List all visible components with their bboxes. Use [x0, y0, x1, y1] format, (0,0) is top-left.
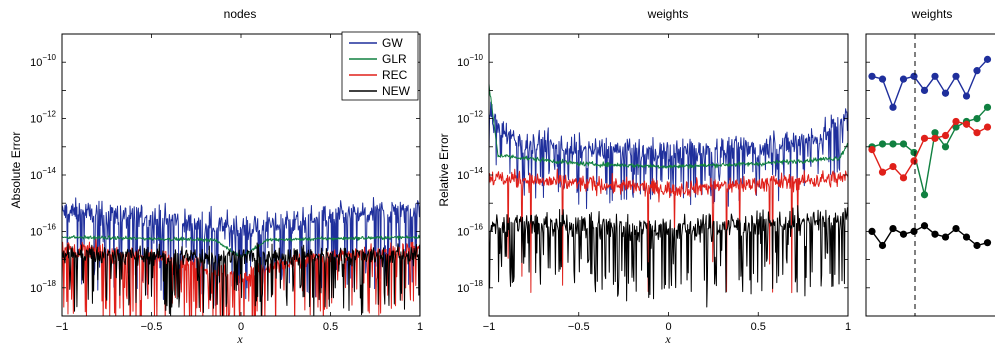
zoom-point-new [983, 239, 992, 247]
zoom-point-rec [899, 174, 908, 182]
zoom-point-rec [983, 123, 992, 131]
nodes-ytick-label: 10−12 [30, 110, 56, 126]
weights-zoom-panel: weights [865, 7, 995, 317]
weights-ylabel: Relative Error [437, 133, 451, 206]
weights-zoom-plot-area [866, 33, 992, 317]
weights-ytick-label: 10−10 [457, 53, 483, 69]
weights-title: weights [647, 7, 689, 21]
weights-series-rec [489, 168, 848, 294]
zoom-point-gw [941, 89, 950, 97]
weights-series-new [489, 205, 848, 308]
zoom-point-rec [889, 162, 897, 171]
nodes-title: nodes [224, 7, 257, 21]
zoom-point-new [920, 222, 929, 230]
weights-plot-area [489, 83, 848, 308]
nodes-ytick-label: 10−18 [30, 279, 56, 295]
zoom-point-gw [889, 103, 897, 111]
weights-panel: weights −1 −0.5 0 0.5 1 10−10 10−12 10−14 10−16 1… [437, 7, 851, 345]
zoom-point-rec [868, 146, 876, 154]
zoom-point-new [868, 227, 876, 235]
zoom-point-new [878, 241, 887, 250]
nodes-panel: nodes −1 −0.5 0 0.5 1 10−10 10−12 10−14 10−16 10−… [9, 7, 423, 345]
zoom-point-new [952, 224, 960, 233]
zoom-point-new [889, 224, 897, 233]
zoom-point-glr [920, 191, 929, 199]
weights-axes: −1 −0.5 0 0.5 1 10−10 10−12 10−14 10−16 10−18 [457, 33, 851, 333]
zoom-point-gw [962, 92, 971, 100]
zoom-point-rec [941, 131, 950, 140]
legend-label-new: NEW [382, 84, 411, 98]
zoom-series-gw [871, 58, 989, 110]
weights-ytick-label: 10−16 [457, 222, 483, 238]
nodes-ylabel: Absolute Error [9, 132, 23, 209]
zoom-point-glr [878, 140, 887, 148]
weights-ytick-label: 10−14 [457, 166, 483, 182]
legend-label-glr: GLR [382, 52, 407, 66]
zoom-point-gw [931, 72, 939, 80]
weights-xlabel: x [664, 332, 671, 345]
legend-label-rec: REC [382, 68, 408, 82]
zoom-point-rec [920, 134, 929, 142]
zoom-point-gw [910, 72, 918, 80]
weights-xtick-label: 0 [665, 321, 671, 333]
zoom-series-new [871, 224, 988, 247]
zoom-point-gw [899, 75, 908, 83]
nodes-axes: −1 −0.5 0 0.5 1 10−10 10−12 10−14 10−16 10−18 [30, 33, 423, 333]
zoom-point-glr [941, 143, 950, 151]
weights-zoom-title: weights [911, 7, 953, 21]
nodes-xtick-label: 0 [238, 321, 244, 333]
zoom-point-gw [878, 75, 887, 83]
zoom-point-glr [983, 103, 992, 111]
nodes-xtick-label: 0.5 [323, 321, 338, 333]
nodes-plot-area [62, 197, 420, 316]
zoom-point-glr [910, 148, 918, 157]
zoom-point-new [973, 241, 981, 250]
legend: GW GLR REC NEW [341, 31, 419, 101]
nodes-xlabel: x [236, 332, 243, 345]
zoom-point-rec [952, 117, 960, 126]
zoom-series-rec [871, 120, 988, 179]
zoom-point-rec [973, 129, 981, 137]
weights-xtick-label: 0.5 [751, 321, 766, 333]
nodes-ytick-label: 10−16 [30, 222, 56, 238]
nodes-xtick-label: −0.5 [141, 321, 163, 333]
zoom-point-new [941, 233, 950, 241]
zoom-point-glr [889, 140, 897, 148]
zoom-point-rec [910, 157, 918, 165]
zoom-point-gw [983, 55, 992, 63]
weights-xtick-label: −1 [483, 321, 496, 333]
zoom-point-new [899, 230, 908, 238]
nodes-xtick-label: 1 [417, 321, 423, 333]
weights-ytick-label: 10−18 [457, 279, 483, 295]
legend-label-gw: GW [382, 36, 403, 50]
nodes-ytick-label: 10−10 [30, 53, 56, 69]
nodes-xtick-label: −1 [56, 321, 69, 333]
weights-series-gw [489, 101, 848, 210]
zoom-point-new [962, 233, 971, 241]
zoom-point-glr [931, 129, 939, 137]
zoom-point-glr [973, 115, 981, 123]
zoom-point-gw [952, 72, 960, 80]
zoom-point-gw [868, 72, 876, 80]
zoom-point-gw [920, 86, 929, 94]
zoom-point-new [910, 227, 918, 235]
nodes-series-new [62, 242, 420, 316]
zoom-point-gw [973, 67, 981, 75]
nodes-ytick-label: 10−14 [30, 166, 56, 182]
zoom-point-rec [878, 168, 887, 176]
zoom-point-glr [952, 123, 960, 131]
zoom-series-glr [871, 106, 989, 195]
zoom-point-new [931, 230, 939, 238]
zoom-point-glr [899, 140, 908, 148]
weights-series-glr [489, 83, 848, 169]
zoom-point-rec [962, 120, 971, 128]
weights-xtick-label: −0.5 [568, 321, 590, 333]
zoom-frame [865, 33, 995, 317]
weights-xtick-label: 1 [845, 321, 851, 333]
zoom-point-rec [931, 134, 939, 142]
weights-ytick-label: 10−12 [457, 110, 483, 126]
